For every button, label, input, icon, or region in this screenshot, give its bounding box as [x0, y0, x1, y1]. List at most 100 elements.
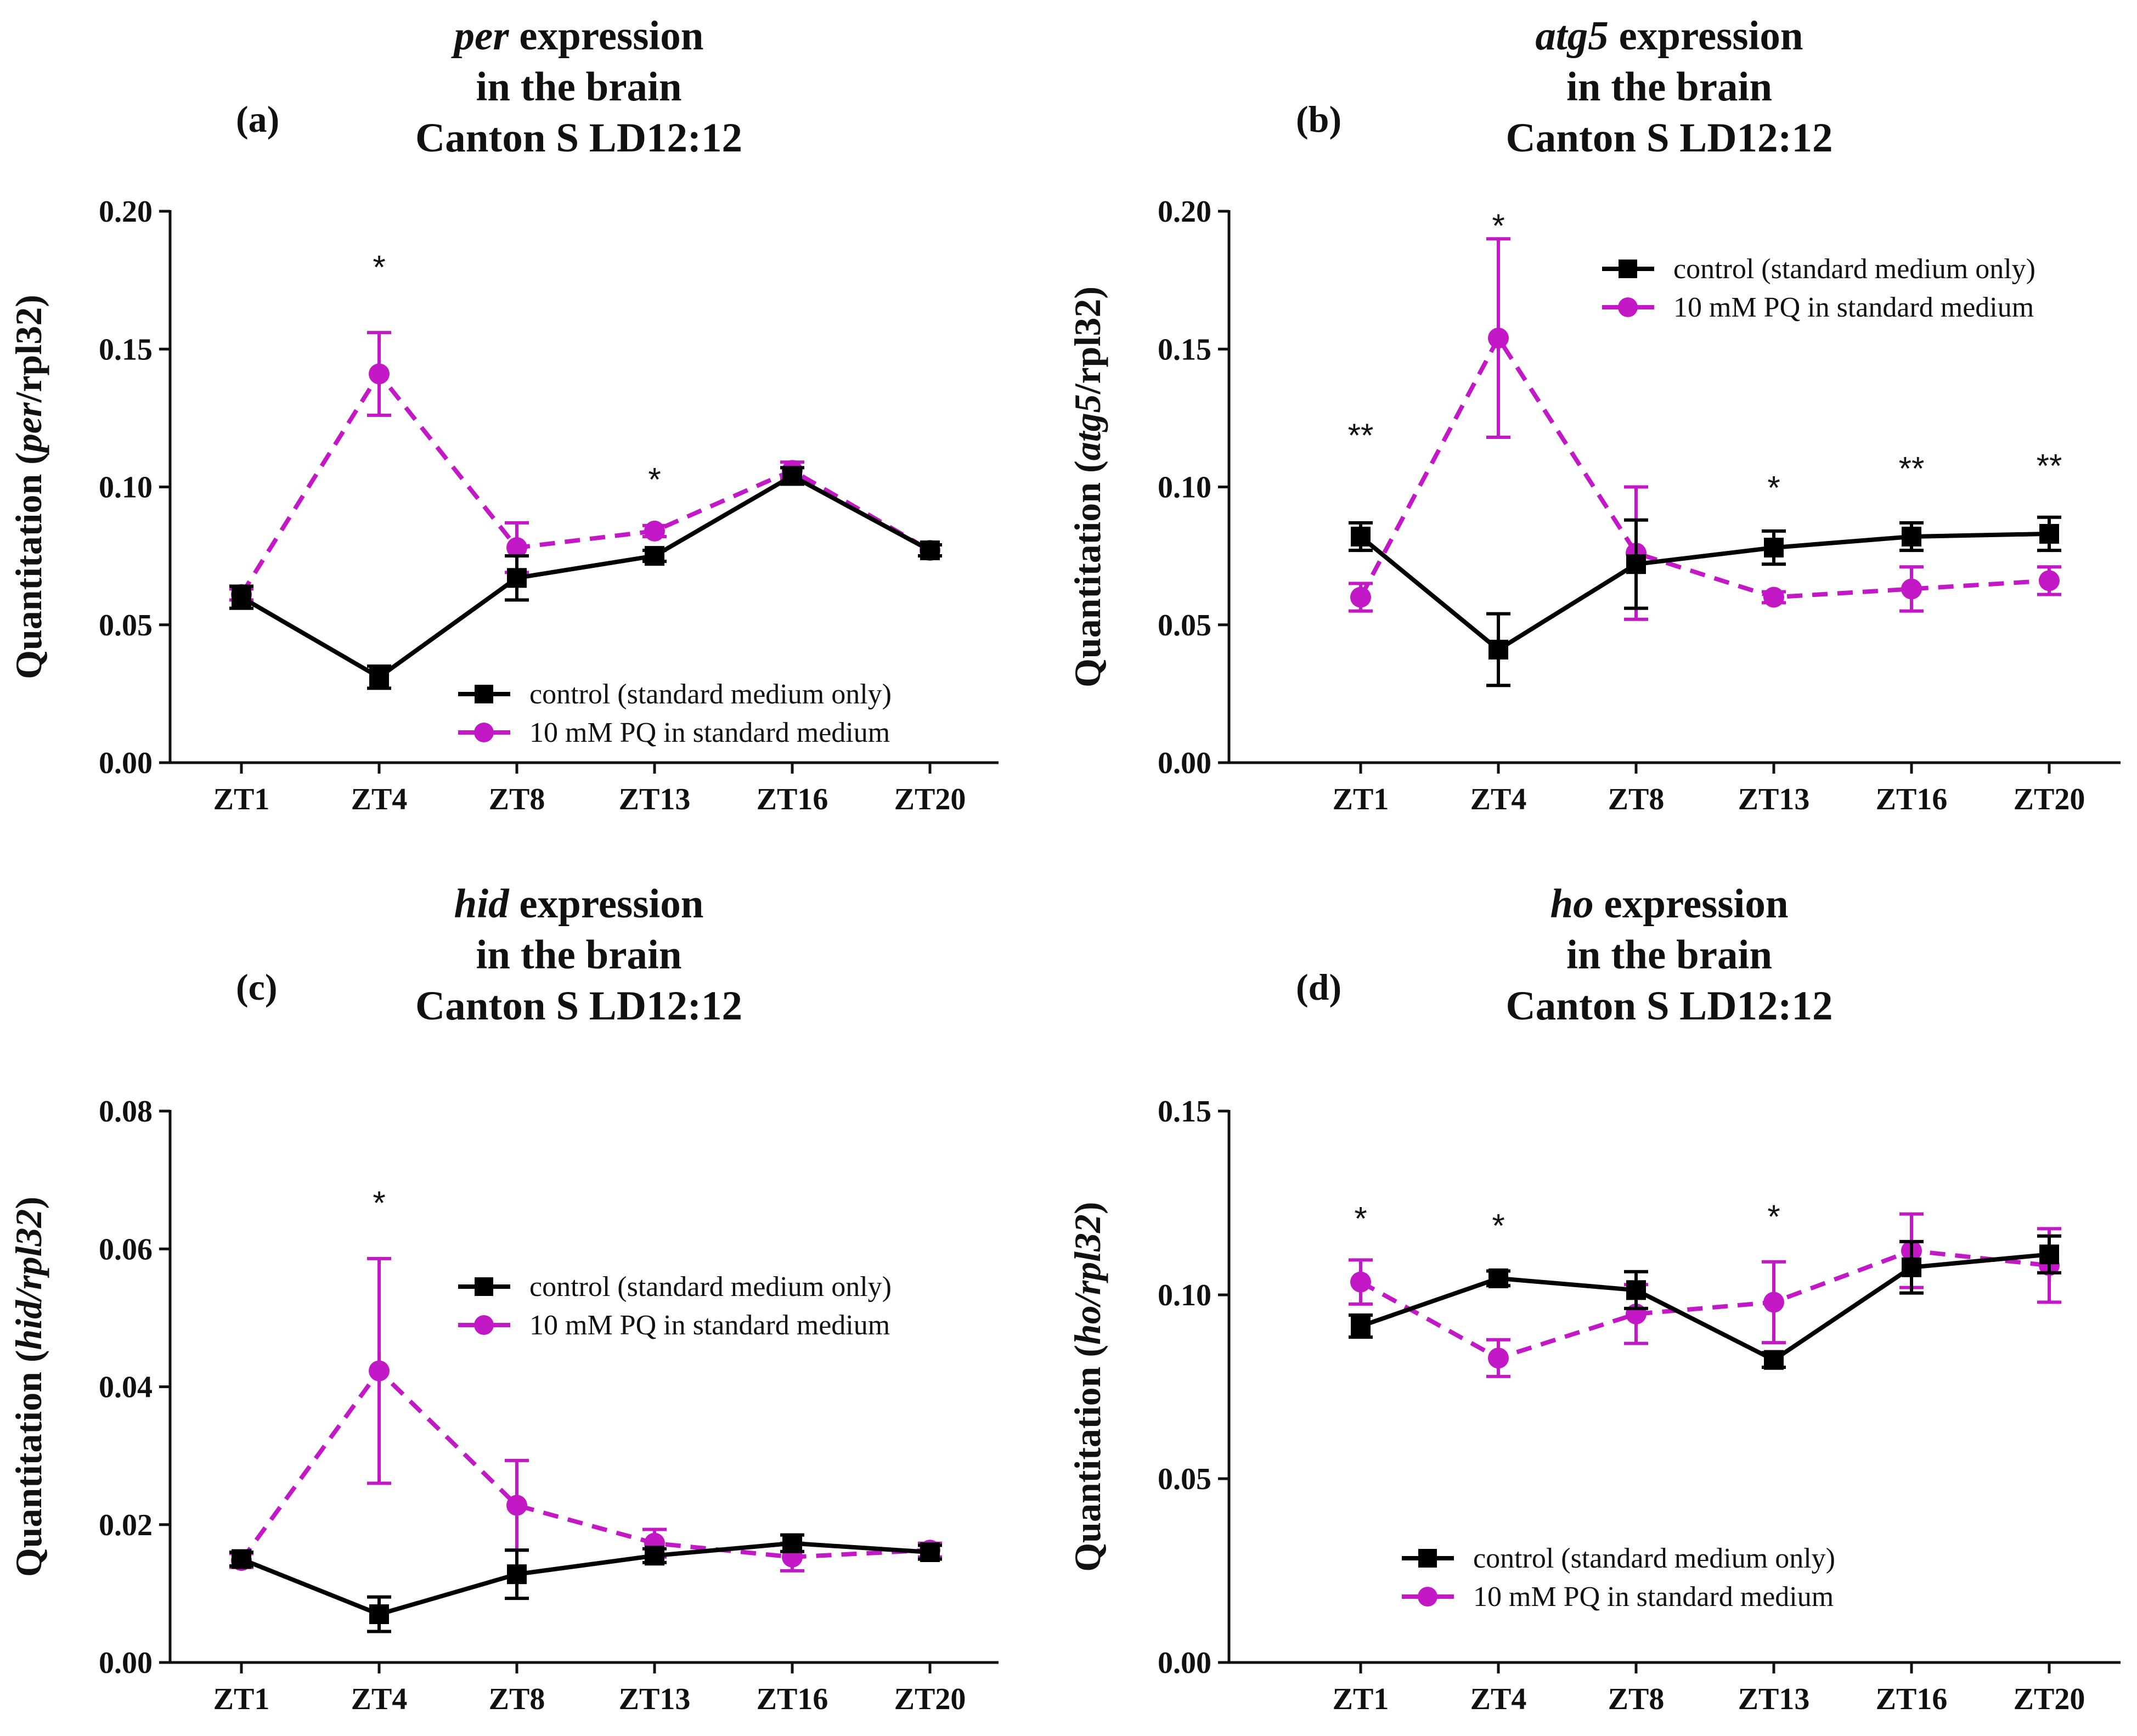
- chart-title-gene: hid: [454, 881, 510, 927]
- chart-title-line2: in the brain: [1566, 64, 1772, 110]
- chart-svg: per expression in the brain Canton S LD12:…: [8, 13, 999, 816]
- chart-title-rest: expression: [1594, 881, 1789, 927]
- chart-title-gene: ho: [1550, 881, 1593, 927]
- data-point-control: [369, 1604, 389, 1625]
- chart-title-line1: hid expression: [454, 881, 704, 927]
- x-tick-label: ZT4: [351, 1682, 408, 1716]
- data-point-pq: [506, 537, 527, 559]
- significance-marker: *: [1492, 207, 1504, 244]
- data-point-pq: [1488, 1348, 1509, 1369]
- significance-marker: *: [648, 461, 661, 498]
- significance-marker: **: [1899, 450, 1925, 487]
- chart-title-gene: per: [451, 13, 510, 59]
- data-point-control: [1488, 639, 1508, 660]
- panel-c: hid expression in the brain Canton S LD12:…: [0, 868, 1068, 1736]
- significance-marker: *: [1767, 1198, 1780, 1235]
- data-point-control: [1902, 1257, 1921, 1277]
- data-point-pq: [644, 520, 665, 542]
- y-axis-label-gene: atg5: [1067, 394, 1108, 460]
- panel-label: (a): [236, 98, 279, 140]
- data-point-control: [782, 466, 802, 486]
- chart-title-line1: ho expression: [1550, 881, 1788, 927]
- data-point-control: [920, 540, 940, 561]
- y-axis-label-gene: hid/rpl32: [8, 1209, 49, 1350]
- chart-svg: hid expression in the brain Canton S LD12:…: [8, 881, 999, 1716]
- data-point-control: [1488, 1268, 1508, 1288]
- chart-title-line2: in the brain: [476, 932, 681, 978]
- data-point-control: [1351, 526, 1371, 546]
- data-point-control: [920, 1542, 940, 1562]
- panel-label: (b): [1296, 98, 1341, 140]
- x-tick-label: ZT4: [351, 782, 408, 816]
- legend-entry: 10 mM PQ in standard medium: [529, 1310, 890, 1341]
- data-point-pq: [369, 1360, 390, 1382]
- data-point-pq: [1901, 578, 1922, 600]
- y-axis-label-suffix: ): [8, 1197, 49, 1209]
- x-tick-label: ZT1: [1333, 782, 1389, 816]
- y-tick-label: 0.10: [1158, 471, 1211, 505]
- x-tick-label: ZT20: [2014, 782, 2085, 816]
- series-line-control: [1360, 1252, 2050, 1362]
- data-point-control: [507, 568, 527, 588]
- y-axis-label: Quantitation (atg5/rpl32): [1067, 286, 1108, 687]
- x-tick-label: ZT8: [1608, 782, 1665, 816]
- legend-marker-control: [1418, 1549, 1437, 1568]
- data-point-control: [1626, 554, 1646, 574]
- chart-title-rest: expression: [1609, 13, 1803, 59]
- y-axis-label-gene: per: [8, 402, 49, 455]
- data-point-control: [2039, 1244, 2059, 1265]
- significance-marker: **: [2037, 447, 2062, 484]
- data-point-pq: [1763, 587, 1784, 608]
- data-point-control: [232, 587, 251, 607]
- legend-marker-pq: [1418, 1587, 1437, 1607]
- x-tick-label: ZT20: [894, 1682, 966, 1716]
- significance-marker: *: [373, 249, 385, 286]
- y-tick-label: 0.04: [99, 1371, 153, 1405]
- chart-title-line3: Canton S LD12:12: [1506, 983, 1833, 1029]
- x-tick-label: ZT4: [1470, 782, 1527, 816]
- x-tick-label: ZT13: [1738, 782, 1810, 816]
- y-tick-label: 0.00: [99, 1646, 153, 1680]
- x-tick-label: ZT16: [757, 1682, 828, 1716]
- legend-entry: control (standard medium only): [1673, 253, 2035, 285]
- panel-label: (c): [236, 966, 277, 1008]
- y-tick-label: 0.10: [1158, 1278, 1211, 1312]
- chart-title-line2: in the brain: [476, 64, 681, 110]
- chart-title-gene: atg5: [1535, 13, 1608, 59]
- chart-title-line3: Canton S LD12:12: [415, 983, 742, 1029]
- legend-marker-pq: [474, 723, 494, 742]
- y-tick-label: 0.20: [99, 195, 153, 229]
- y-axis-label-prefix: Quantitation (: [1067, 460, 1108, 687]
- data-point-control: [1764, 1350, 1784, 1370]
- significance-marker: *: [1354, 1200, 1367, 1237]
- series-line-control: [240, 474, 931, 680]
- y-axis-label-prefix: Quantitation (: [8, 452, 49, 679]
- series-line-control: [1359, 531, 2050, 652]
- data-point-pq: [1350, 1271, 1371, 1293]
- chart-title-rest: expression: [509, 881, 704, 927]
- x-tick-label: ZT20: [894, 782, 966, 816]
- data-point-control: [1902, 526, 1921, 546]
- y-tick-label: 0.00: [1158, 1646, 1211, 1680]
- x-tick-label: ZT16: [1876, 782, 1948, 816]
- data-point-pq: [506, 1495, 527, 1516]
- x-tick-label: ZT1: [1333, 1682, 1389, 1716]
- y-tick-label: 0.05: [99, 608, 153, 642]
- x-tick-label: ZT1: [213, 1682, 270, 1716]
- y-axis-label: Quantitation (hid/rpl32): [8, 1197, 49, 1577]
- data-point-pq: [2039, 570, 2060, 591]
- data-point-control: [645, 546, 664, 566]
- data-point-control: [782, 1533, 802, 1553]
- legend-marker-pq: [474, 1315, 494, 1335]
- x-tick-label: ZT16: [757, 782, 828, 816]
- panel-label: (d): [1296, 966, 1341, 1008]
- chart-title-line3: Canton S LD12:12: [415, 115, 742, 161]
- y-tick-label: 0.15: [1158, 1095, 1211, 1129]
- y-tick-label: 0.05: [1158, 608, 1211, 642]
- x-tick-label: ZT13: [619, 1682, 691, 1716]
- chart-title-rest: expression: [509, 13, 704, 59]
- panel-a: per expression in the brain Canton S LD12:…: [0, 0, 1068, 868]
- legend-entry: 10 mM PQ in standard medium: [1473, 1581, 1834, 1613]
- legend-entry: control (standard medium only): [1473, 1543, 1835, 1574]
